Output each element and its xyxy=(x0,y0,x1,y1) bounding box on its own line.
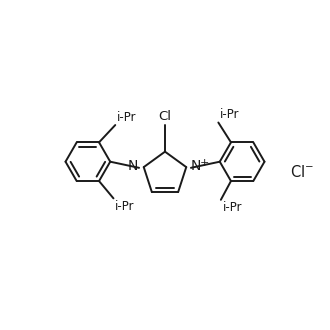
Text: N: N xyxy=(191,159,201,173)
Text: i-Pr: i-Pr xyxy=(115,200,135,213)
Text: N: N xyxy=(128,159,138,173)
Text: Cl: Cl xyxy=(158,110,172,123)
Text: +: + xyxy=(200,158,209,168)
Text: i-Pr: i-Pr xyxy=(220,108,240,121)
Text: i-Pr: i-Pr xyxy=(117,111,137,124)
Text: i-Pr: i-Pr xyxy=(223,201,242,214)
Text: Cl$^{-}$: Cl$^{-}$ xyxy=(290,164,314,180)
